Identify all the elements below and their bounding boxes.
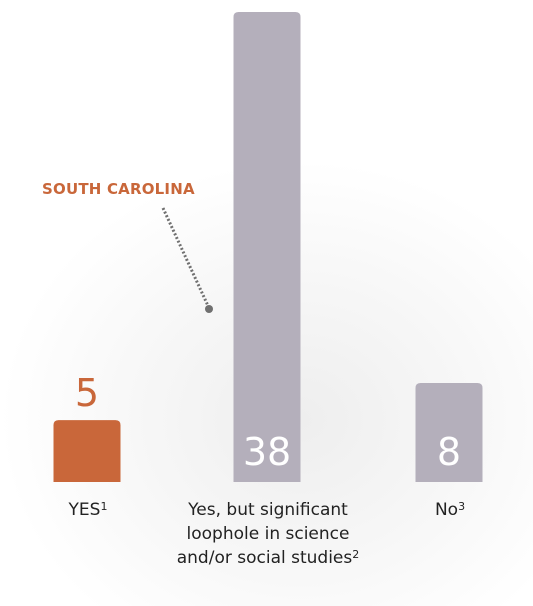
annotation-south-carolina: SOUTH CAROLINA	[42, 180, 195, 198]
footnote-mark: 1	[100, 500, 108, 513]
footnote-mark: 3	[458, 500, 466, 513]
category-label-yes: YES1	[68, 500, 108, 520]
value-label-yes-but-loophole: 38	[243, 430, 291, 474]
category-label-no: No3	[434, 500, 466, 520]
value-label-yes: 5	[75, 371, 99, 415]
annotation-leader-line	[161, 207, 211, 309]
bar-no	[415, 383, 483, 482]
bar-yes-but-loophole	[233, 12, 301, 482]
footnote-mark: 2	[352, 548, 360, 561]
annotation-dot	[205, 305, 213, 313]
value-label-no: 8	[437, 430, 461, 474]
category-label-yes-but-loophole: Yes, but significant loophole in science…	[176, 500, 360, 568]
bar-yes	[53, 420, 121, 482]
